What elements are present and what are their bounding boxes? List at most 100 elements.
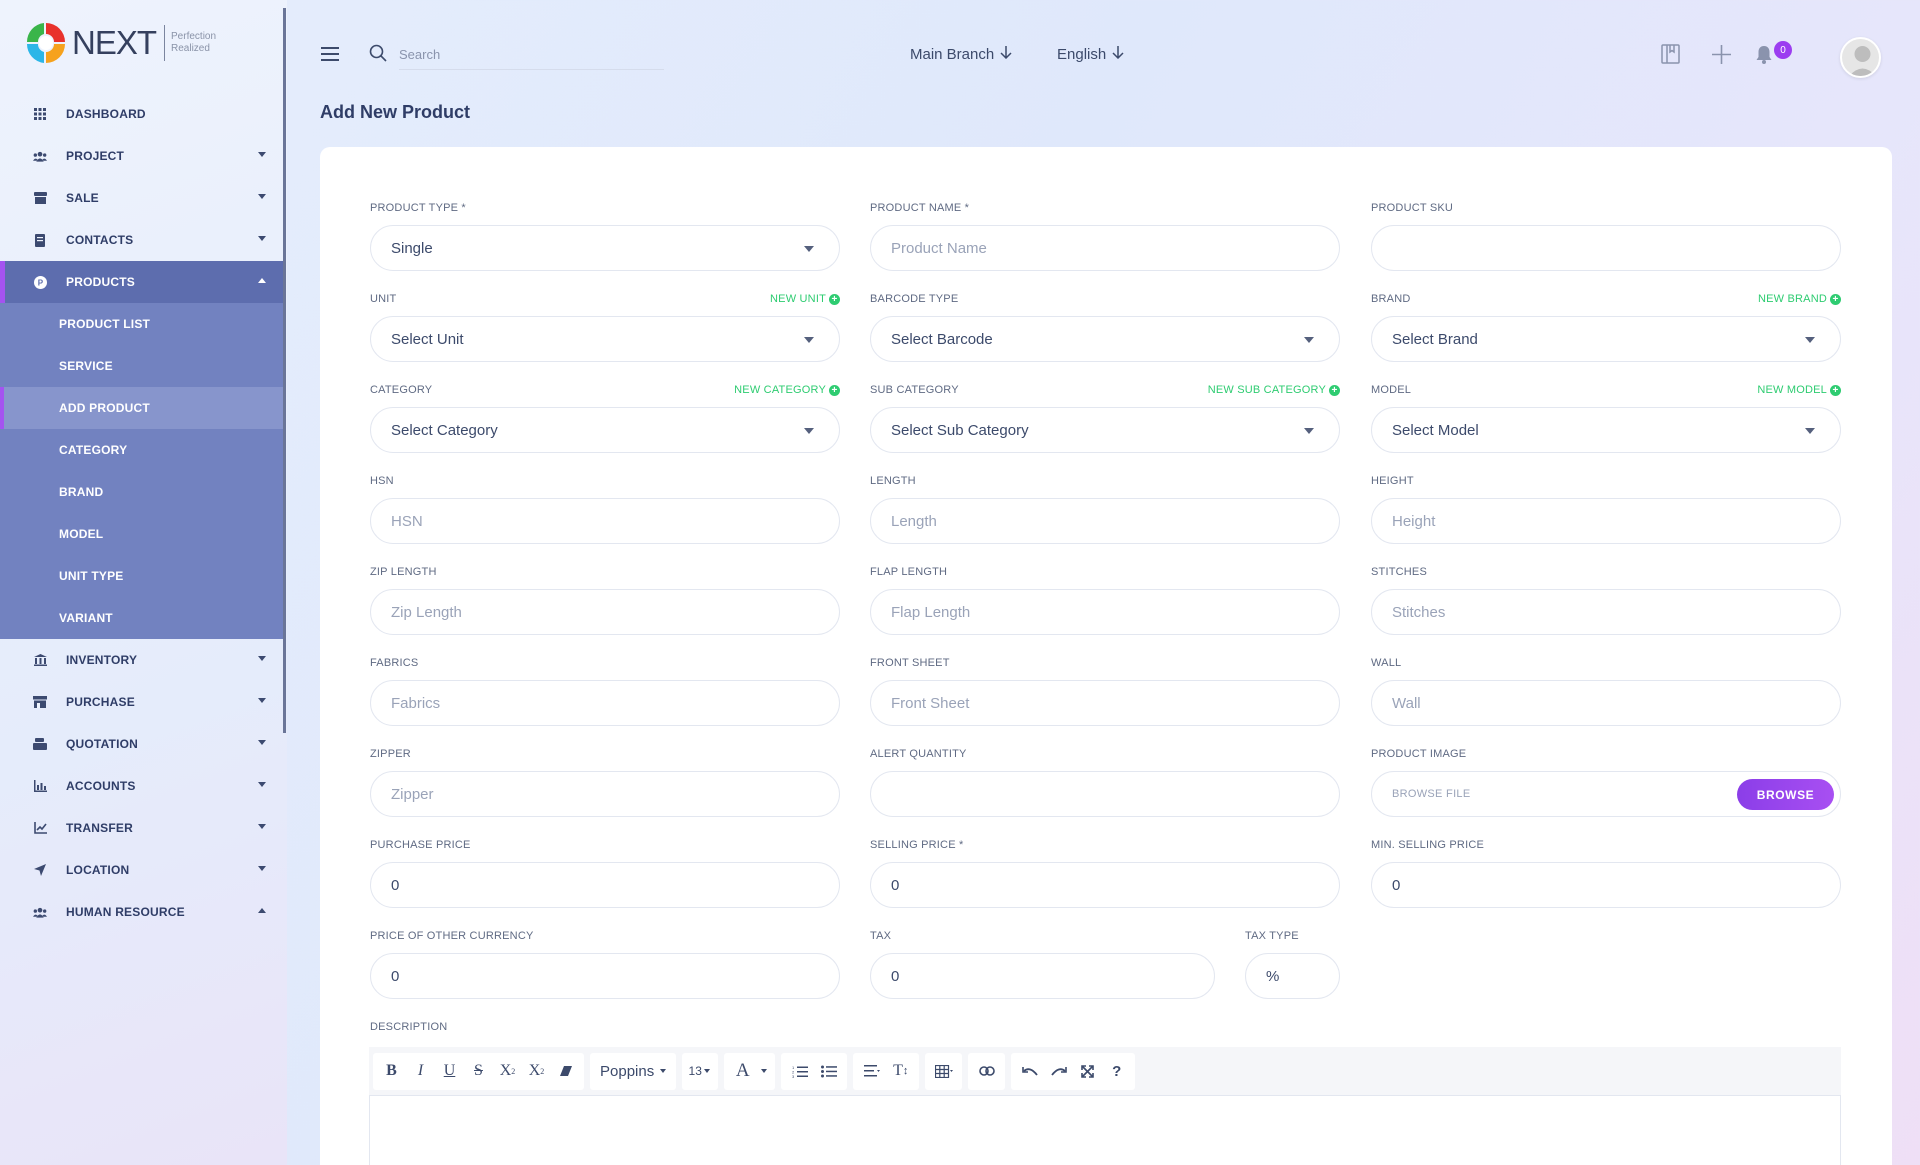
hsn-input[interactable]: HSN: [370, 498, 840, 544]
purchase-price-input[interactable]: 0: [370, 862, 840, 908]
line-height-icon[interactable]: T ↕: [893, 1062, 909, 1079]
svg-text:3: 3: [792, 1074, 795, 1078]
language-selector[interactable]: English: [1057, 46, 1124, 63]
sidebar-item-purchase[interactable]: PURCHASE: [0, 681, 286, 723]
strikethrough-icon[interactable]: S: [474, 1062, 483, 1079]
brand-select[interactable]: Select Brand: [1371, 316, 1841, 362]
link-icon[interactable]: [972, 1053, 1001, 1090]
new-sub-category-link-label: NEW SUB CATEGORY: [1207, 384, 1326, 396]
align-icon[interactable]: [857, 1053, 886, 1090]
sidebar-item-transfer[interactable]: TRANSFER: [0, 807, 286, 849]
category-select[interactable]: Select Category: [370, 407, 840, 453]
new-model-link-label: NEW MODEL: [1757, 384, 1827, 396]
logo-divider: [164, 25, 166, 61]
fullscreen-icon[interactable]: [1073, 1053, 1102, 1090]
new-brand-link[interactable]: NEW BRAND +: [1758, 293, 1841, 305]
purchase-price-label: PURCHASE PRICE: [370, 839, 471, 851]
min-selling-price-input[interactable]: 0: [1371, 862, 1841, 908]
product-name-input[interactable]: Product Name: [870, 225, 1340, 271]
bell-icon[interactable]: [1755, 46, 1773, 69]
brand-label: BRAND: [1371, 293, 1411, 305]
avatar[interactable]: [1840, 37, 1881, 78]
sidebar-item-accounts[interactable]: ACCOUNTS: [0, 765, 286, 807]
barcode-type-select[interactable]: Select Barcode: [870, 316, 1340, 362]
search-icon[interactable]: [369, 44, 387, 67]
branch-selector[interactable]: Main Branch: [910, 46, 1012, 63]
stitches-input[interactable]: Stitches: [1371, 589, 1841, 635]
sidebar-item-products[interactable]: P PRODUCTS: [0, 261, 286, 303]
chevron-down-icon: [258, 236, 266, 241]
product-sku-input[interactable]: [1371, 225, 1841, 271]
sidebar-item-inventory[interactable]: INVENTORY: [0, 639, 286, 681]
font-size-dropdown[interactable]: 13: [682, 1052, 719, 1090]
wall-input[interactable]: Wall: [1371, 680, 1841, 726]
other-currency-price-field: PRICE OF OTHER CURRENCY 0: [370, 929, 840, 999]
flap-length-input[interactable]: Flap Length: [870, 589, 1340, 635]
submenu-item-category[interactable]: CATEGORY: [59, 443, 128, 457]
unordered-list-icon[interactable]: [814, 1053, 843, 1090]
product-type-select[interactable]: Single: [370, 225, 840, 271]
submenu-item-product-list[interactable]: PRODUCT LIST: [59, 317, 151, 331]
location-arrow-icon: [33, 863, 47, 877]
front-sheet-input[interactable]: Front Sheet: [870, 680, 1340, 726]
sidebar-item-project[interactable]: PROJECT: [0, 135, 286, 177]
description-editor[interactable]: [369, 1096, 1841, 1165]
tax-input[interactable]: 0: [870, 953, 1215, 999]
zipper-input[interactable]: Zipper: [370, 771, 840, 817]
sidebar-item-human-resource[interactable]: HUMAN RESOURCE: [0, 891, 286, 933]
selling-price-input[interactable]: 0: [870, 862, 1340, 908]
page-title: Add New Product: [320, 102, 471, 122]
sidebar-item-contacts[interactable]: CONTACTS: [0, 219, 286, 261]
chart-icon: [33, 779, 47, 793]
submenu-item-unit-type[interactable]: UNIT TYPE: [59, 569, 124, 583]
sidebar-item-quotation[interactable]: QUOTATION: [0, 723, 286, 765]
underline-icon[interactable]: U: [443, 1062, 456, 1079]
submenu-item-model[interactable]: MODEL: [59, 527, 104, 541]
alert-quantity-input[interactable]: [870, 771, 1340, 817]
text-color-icon[interactable]: A: [735, 1060, 750, 1081]
book-icon[interactable]: [1661, 44, 1680, 69]
submenu-item-service[interactable]: SERVICE: [59, 359, 113, 373]
help-icon[interactable]: ?: [1112, 1062, 1122, 1080]
length-input[interactable]: Length: [870, 498, 1340, 544]
chevron-down-icon: [258, 824, 266, 829]
sidebar-item-sale[interactable]: SALE: [0, 177, 286, 219]
alert-quantity-field: ALERT QUANTITY: [870, 747, 1340, 817]
new-unit-link[interactable]: NEW UNIT +: [770, 293, 840, 305]
tax-type-input[interactable]: %: [1245, 953, 1340, 999]
caret-down-icon[interactable]: [761, 1069, 768, 1073]
new-model-link[interactable]: NEW MODEL +: [1757, 384, 1841, 396]
sidebar: NEXT Perfection Realized DASHBOARD PROJE…: [0, 0, 287, 1165]
italic-icon[interactable]: I: [417, 1062, 424, 1079]
product-image-file-input[interactable]: BROWSE FILE BROWSE: [1371, 771, 1841, 817]
other-currency-price-input[interactable]: 0: [370, 953, 840, 999]
submenu-item-add-product[interactable]: ADD PRODUCT: [0, 387, 286, 429]
model-select[interactable]: Select Model: [1371, 407, 1841, 453]
bold-icon[interactable]: B: [386, 1062, 397, 1079]
sidebar-item-dashboard[interactable]: DASHBOARD: [0, 93, 286, 135]
undo-icon[interactable]: [1015, 1053, 1044, 1090]
sub-category-select[interactable]: Select Sub Category: [870, 407, 1340, 453]
height-input[interactable]: Height: [1371, 498, 1841, 544]
zip-length-input[interactable]: Zip Length: [370, 589, 840, 635]
unit-select[interactable]: Select Unit: [370, 316, 840, 362]
submenu-item-variant[interactable]: VARIANT: [59, 611, 113, 625]
new-sub-category-link[interactable]: NEW SUB CATEGORY +: [1208, 384, 1340, 396]
sidebar-scrollbar[interactable]: [283, 8, 286, 733]
submenu-item-brand[interactable]: BRAND: [59, 485, 104, 499]
plus-icon[interactable]: [1712, 45, 1731, 69]
font-family-dropdown[interactable]: Poppins: [590, 1052, 677, 1090]
fabrics-input[interactable]: Fabrics: [370, 680, 840, 726]
table-icon[interactable]: [929, 1053, 958, 1090]
brand-logo[interactable]: NEXT Perfection Realized: [24, 18, 216, 68]
browse-button[interactable]: BROWSE: [1737, 779, 1834, 810]
redo-icon[interactable]: [1044, 1053, 1073, 1090]
new-category-link[interactable]: NEW CATEGORY +: [734, 384, 840, 396]
eraser-icon[interactable]: [551, 1053, 580, 1090]
menu-toggle-icon[interactable]: [321, 47, 339, 65]
sidebar-item-location[interactable]: LOCATION: [0, 849, 286, 891]
search-input[interactable]: [399, 40, 664, 70]
